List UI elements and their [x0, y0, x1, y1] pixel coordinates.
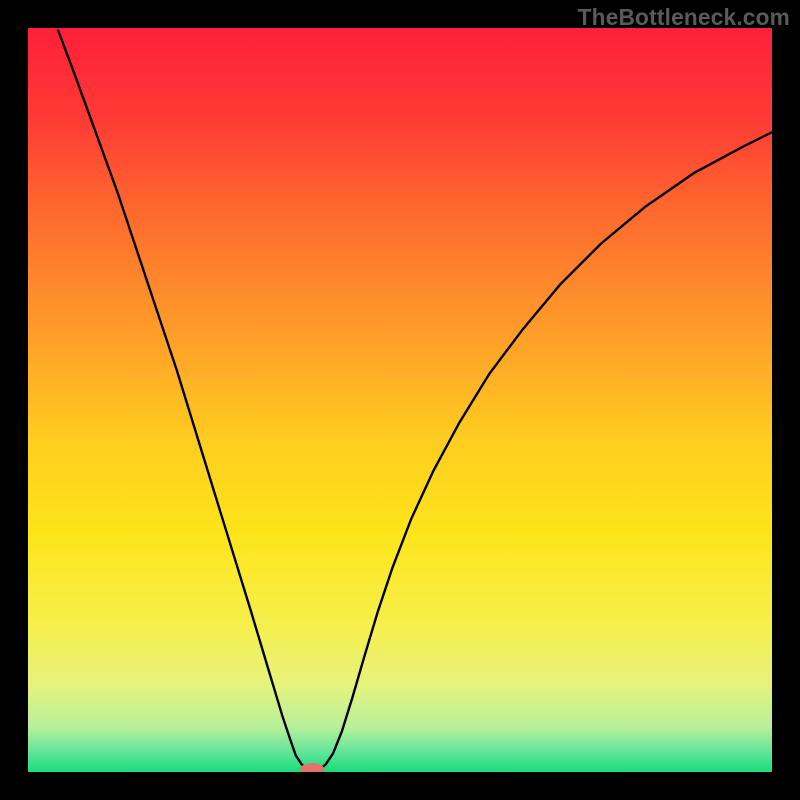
plot-background [28, 28, 772, 772]
chart-frame: TheBottleneck.com [0, 0, 800, 800]
bottleneck-chart [28, 28, 772, 772]
watermark-text: TheBottleneck.com [578, 4, 790, 31]
